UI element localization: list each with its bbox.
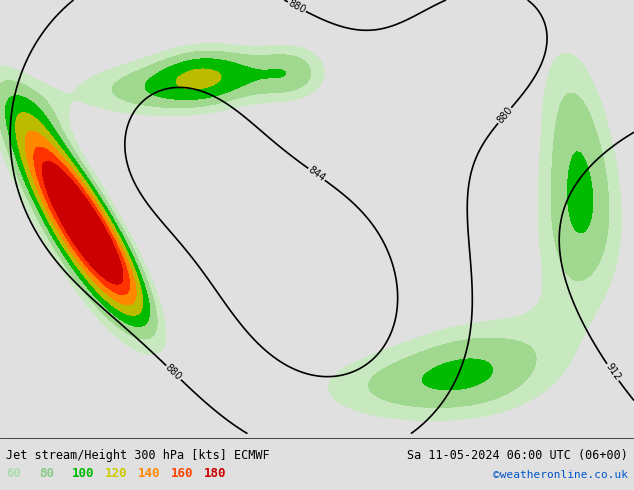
- Text: 120: 120: [105, 467, 127, 480]
- Text: 160: 160: [171, 467, 193, 480]
- Text: 912: 912: [604, 362, 622, 383]
- Text: 100: 100: [72, 467, 94, 480]
- Text: 880: 880: [287, 0, 307, 15]
- Text: 880: 880: [495, 105, 514, 125]
- Text: 60: 60: [6, 467, 22, 480]
- Text: Jet stream/Height 300 hPa [kts] ECMWF: Jet stream/Height 300 hPa [kts] ECMWF: [6, 449, 270, 463]
- Text: 140: 140: [138, 467, 160, 480]
- Text: 80: 80: [39, 467, 55, 480]
- Text: 880: 880: [164, 363, 184, 383]
- Text: Sa 11-05-2024 06:00 UTC (06+00): Sa 11-05-2024 06:00 UTC (06+00): [407, 449, 628, 463]
- Text: 180: 180: [204, 467, 226, 480]
- Text: 844: 844: [306, 165, 327, 184]
- Text: ©weatheronline.co.uk: ©weatheronline.co.uk: [493, 470, 628, 480]
